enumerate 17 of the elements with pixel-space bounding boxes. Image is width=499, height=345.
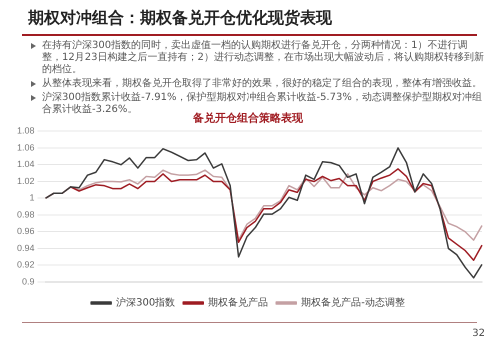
y-tick-label: 1.02 (16, 176, 35, 186)
text: 32 (472, 328, 485, 339)
y-tick-label: 0.98 (16, 209, 35, 220)
y-tick-label: 0.92 (16, 260, 35, 270)
text: 从整体表现来看，期权备兑开仓取得了非常好的效果，很好的稳定了组合的表现，整体有增强收益。 (42, 78, 483, 90)
text: 在持有沪深300指数的同时，卖出虚值一档的认购期权进行备兑开仓，分两种情况：1）不进行调整，12月23日构建之后一直持有；2）进行动态调整，在市场出现大幅波动后，将认购期权转移到新的档位。 (42, 40, 485, 76)
y-tick-label: 0.94 (16, 242, 35, 253)
y-tick-label: 0.9 (22, 276, 35, 286)
y-tick-label: 1.06 (16, 142, 35, 152)
y-tick-label: 1.04 (16, 159, 35, 170)
y-tick-label: 1.08 (16, 126, 35, 136)
legend-label: 期权备兑产品-动态调整 (301, 296, 405, 309)
y-tick-label: 0.96 (16, 226, 35, 236)
legend-label: 沪深300指数 (116, 296, 176, 309)
legend-label: 期权备兑产品 (208, 296, 268, 309)
chart-title: 期权对冲组合：期权备兑开仓优化现货表现 (28, 8, 332, 29)
y-tick-label: 1 (30, 192, 35, 203)
